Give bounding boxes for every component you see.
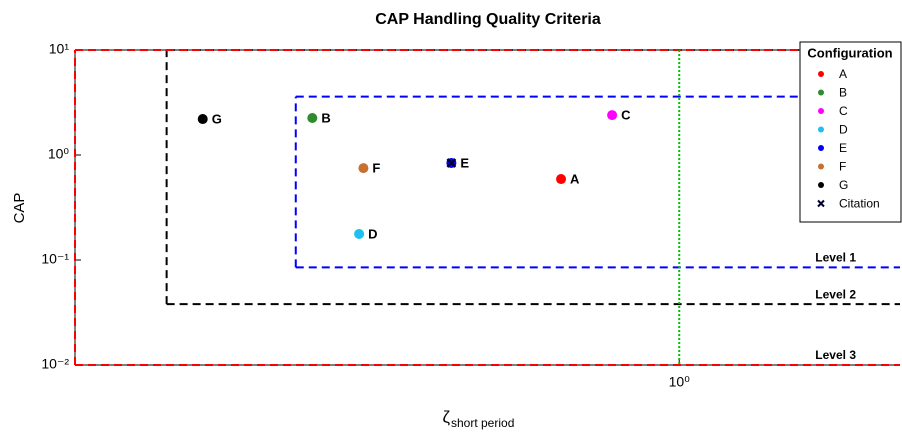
- point: [307, 113, 318, 124]
- legend-label: Citation: [839, 197, 880, 211]
- legend-label: B: [839, 86, 847, 100]
- y-tick-label: 10¹: [49, 41, 70, 57]
- legend-label: G: [839, 178, 848, 192]
- x-tick-label: 10⁰: [669, 374, 691, 390]
- point: [607, 110, 618, 121]
- y-axis-label: CAP: [11, 193, 28, 224]
- legend-label: D: [839, 123, 848, 137]
- point-label: D: [368, 226, 377, 241]
- boundary-label: Level 1: [815, 251, 856, 265]
- marker-x: [446, 158, 457, 168]
- point-label: C: [621, 108, 631, 123]
- legend-label: A: [839, 67, 847, 81]
- point: [358, 163, 369, 174]
- y-tick-label: 10⁻¹: [41, 251, 69, 267]
- y-tick-label: 10⁰: [48, 146, 70, 162]
- point-label: G: [212, 111, 222, 126]
- legend-marker: [818, 182, 824, 188]
- legend-marker: [818, 163, 824, 170]
- legend-marker: [818, 145, 824, 151]
- legend-box: [799, 41, 902, 223]
- point: [354, 228, 365, 239]
- point-label: F: [372, 161, 380, 176]
- legend-label: E: [839, 141, 847, 155]
- chart-title: CAP Handling Quality Criteria: [375, 11, 601, 28]
- legend-marker: [817, 199, 825, 208]
- y-tick-label: 10⁻²: [41, 356, 69, 372]
- point-label: A: [570, 171, 580, 186]
- point: [556, 174, 567, 185]
- legend-marker: [818, 126, 824, 133]
- legend-label: F: [839, 160, 846, 174]
- legend-marker: [818, 108, 824, 114]
- point: [197, 114, 208, 125]
- legend-title: Configuration: [807, 45, 892, 60]
- boundary-label: Level 2: [815, 287, 856, 301]
- point-label: E: [460, 155, 469, 170]
- x-axis-label-subscript: short period: [451, 416, 514, 430]
- point-label: B: [321, 110, 330, 125]
- legend-marker: [818, 71, 824, 77]
- legend-label: C: [839, 104, 848, 118]
- legend-marker: [818, 89, 824, 96]
- boundary-label: Level 3: [815, 348, 856, 362]
- x-axis-label: ζ: [443, 407, 451, 426]
